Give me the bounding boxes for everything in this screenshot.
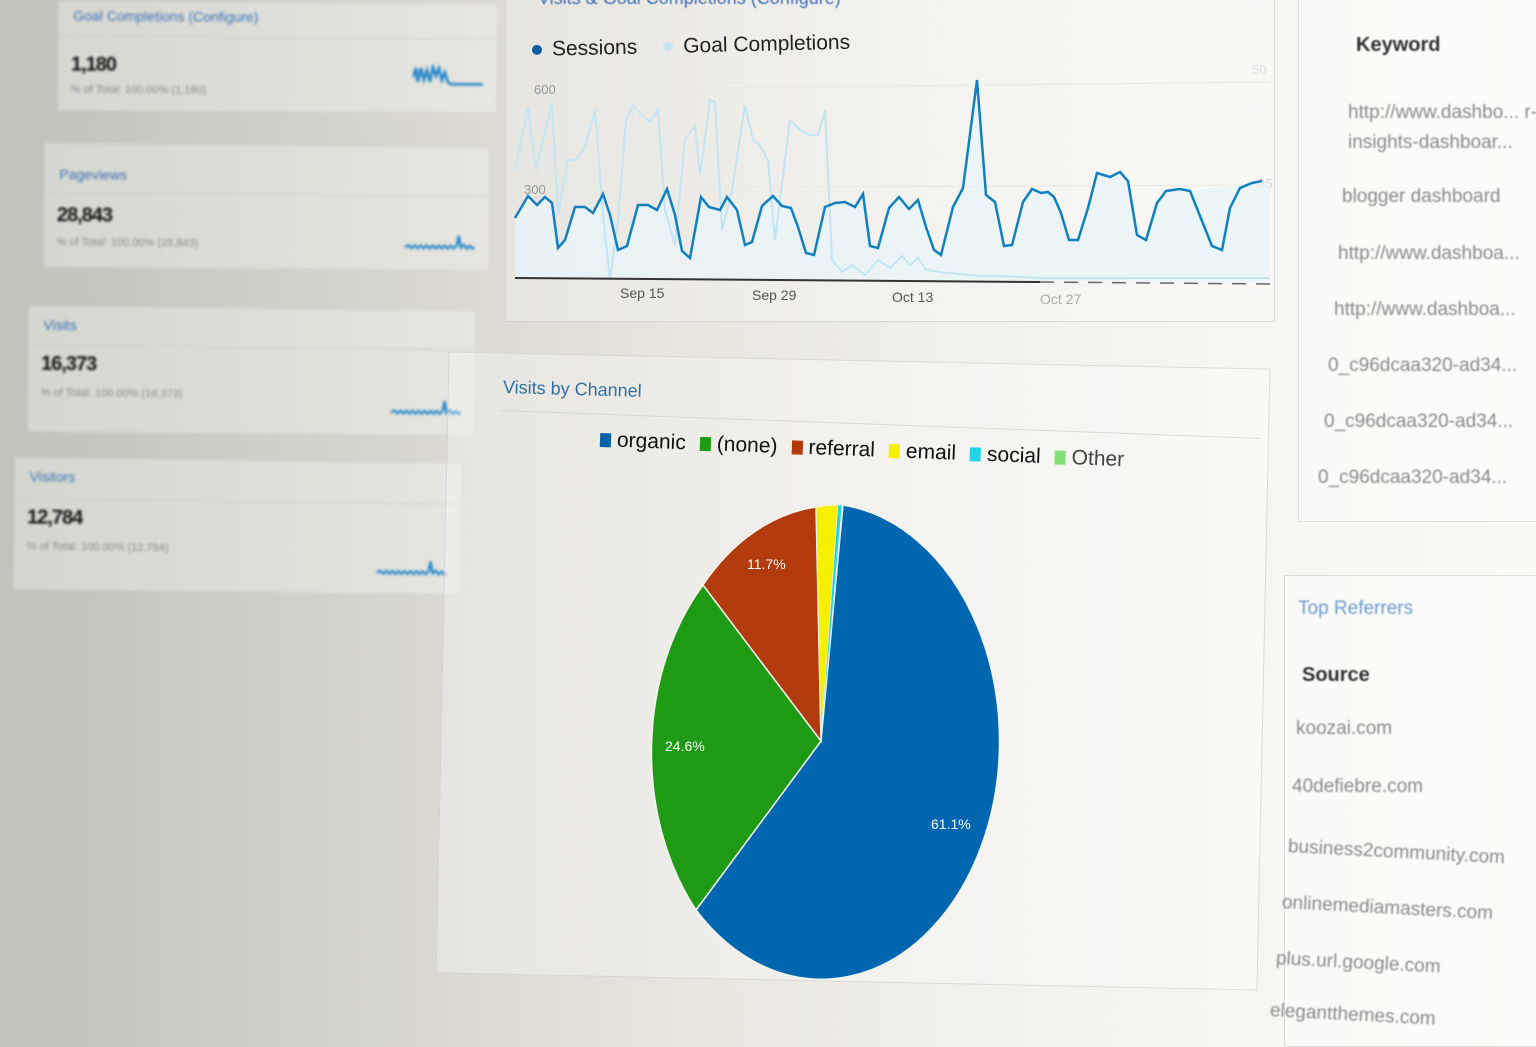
metric-card-goal-completions[interactable]: Goal Completions (Configure) 1,180 % of … <box>57 0 499 114</box>
legend-sessions[interactable]: Sessions <box>551 35 638 61</box>
legend-none[interactable]: (none) <box>699 432 778 459</box>
metric-value: 1,180 <box>70 53 117 76</box>
keyword-row[interactable]: blogger dashboard <box>1342 186 1501 207</box>
x-tick-sep-29: Sep 29 <box>752 287 797 303</box>
social-swatch <box>969 447 982 462</box>
metric-card-visits[interactable]: Visits 16,373 % of Total: 100.00% (16,37… <box>27 305 477 437</box>
pie-slice-organic[interactable] <box>695 504 1001 980</box>
legend-label: email <box>905 439 957 465</box>
referrers-panel <box>1284 575 1536 1047</box>
legend-label: Other <box>1071 446 1125 472</box>
referrer-row[interactable]: koozai.com <box>1296 718 1393 739</box>
metric-value: 28,843 <box>56 204 113 227</box>
keyword-row[interactable]: http://www.dashboa... <box>1334 299 1516 320</box>
email-swatch <box>888 444 901 459</box>
metric-title[interactable]: Visits <box>43 316 77 334</box>
none-swatch <box>699 436 712 452</box>
metric-subtitle: % of Total: 100.00% (28,843) <box>56 236 199 250</box>
line-chart[interactable]: 600 300 50 25 Sep 15 Sep 29 Oct 13 Oct 2… <box>500 60 1290 320</box>
line-chart-title[interactable]: Visits & Goal Completions (Configure) <box>538 0 841 9</box>
source-header[interactable]: Source <box>1302 664 1370 686</box>
legend-email[interactable]: email <box>888 439 957 466</box>
legend-social[interactable]: social <box>969 442 1042 469</box>
y-tick-600: 600 <box>534 82 556 97</box>
divider <box>45 192 490 197</box>
metric-title[interactable]: Goal Completions (Configure) <box>73 7 259 25</box>
referrer-row[interactable]: 40defiebre.com <box>1292 776 1423 797</box>
metric-subtitle: % of Total: 100.00% (12,784) <box>26 540 169 555</box>
pie-label-organic: 61.1% <box>931 816 971 832</box>
goal-completions-legend-dot <box>663 41 674 53</box>
pie-slice-social[interactable] <box>820 504 843 742</box>
keyword-row[interactable]: 0_c96dcaa320-ad34... <box>1328 355 1518 376</box>
referral-swatch <box>791 440 803 455</box>
keyword-row[interactable]: 0_c96dcaa320-ad34... <box>1318 467 1508 488</box>
sessions-legend-dot <box>531 44 543 55</box>
metric-card-pageviews[interactable]: Pageviews 28,843 % of Total: 100.00% (28… <box>43 143 491 271</box>
pie-slice-referral[interactable] <box>702 506 822 744</box>
sparkline-icon <box>390 400 461 416</box>
divider <box>59 35 498 40</box>
divider <box>15 498 462 505</box>
legend-label: organic <box>616 428 687 455</box>
sparkline-icon <box>376 561 447 577</box>
metric-value: 16,373 <box>40 352 97 376</box>
legend-referral[interactable]: referral <box>791 435 875 462</box>
pie-label-referral: 11.7% <box>747 556 786 572</box>
y-right-tick-50: 50 <box>1252 62 1266 77</box>
sparkline-icon <box>412 63 483 86</box>
legend-other[interactable]: Other <box>1054 445 1125 472</box>
legend-goal-completions[interactable]: Goal Completions <box>682 30 851 58</box>
metric-title[interactable]: Visitors <box>29 468 76 486</box>
keyword-row[interactable]: http://www.dashboa... <box>1338 243 1520 264</box>
legend-label: (none) <box>716 432 778 458</box>
x-tick-oct-13: Oct 13 <box>892 289 933 305</box>
metric-subtitle: % of Total: 100.00% (16,373) <box>40 386 183 401</box>
other-swatch <box>1054 450 1066 465</box>
divider <box>29 344 476 351</box>
x-tick-sep-15: Sep 15 <box>620 285 665 301</box>
keyword-row[interactable]: 0_c96dcaa320-ad34... <box>1324 411 1514 432</box>
pie-slice-none[interactable] <box>650 583 822 912</box>
referrers-title[interactable]: Top Referrers <box>1298 598 1414 619</box>
keyword-panel <box>1298 0 1536 522</box>
legend-organic[interactable]: organic <box>599 428 687 455</box>
metric-value: 12,784 <box>26 506 83 530</box>
sparkline-icon <box>404 235 475 251</box>
legend-label: referral <box>808 436 876 462</box>
pie-chart[interactable]: 11.7% 24.6% 61.1% <box>640 495 1020 995</box>
organic-swatch <box>599 433 612 448</box>
metric-subtitle: % of Total: 100.00% (1,180) <box>70 83 207 97</box>
keyword-row[interactable]: http://www.dashbo... r-insights-dashboar… <box>1348 102 1536 153</box>
metric-card-visitors[interactable]: Visitors 12,784 % of Total: 100.00% (12,… <box>13 457 463 595</box>
legend-label: social <box>986 442 1042 468</box>
metric-title[interactable]: Pageviews <box>59 166 128 183</box>
pie-chart-title: Visits by Channel <box>502 377 642 401</box>
y-tick-300: 300 <box>524 182 546 197</box>
pie-label-none: 24.6% <box>665 738 705 754</box>
keyword-header[interactable]: Keyword <box>1356 34 1441 56</box>
x-tick-oct-27: Oct 27 <box>1040 291 1081 307</box>
